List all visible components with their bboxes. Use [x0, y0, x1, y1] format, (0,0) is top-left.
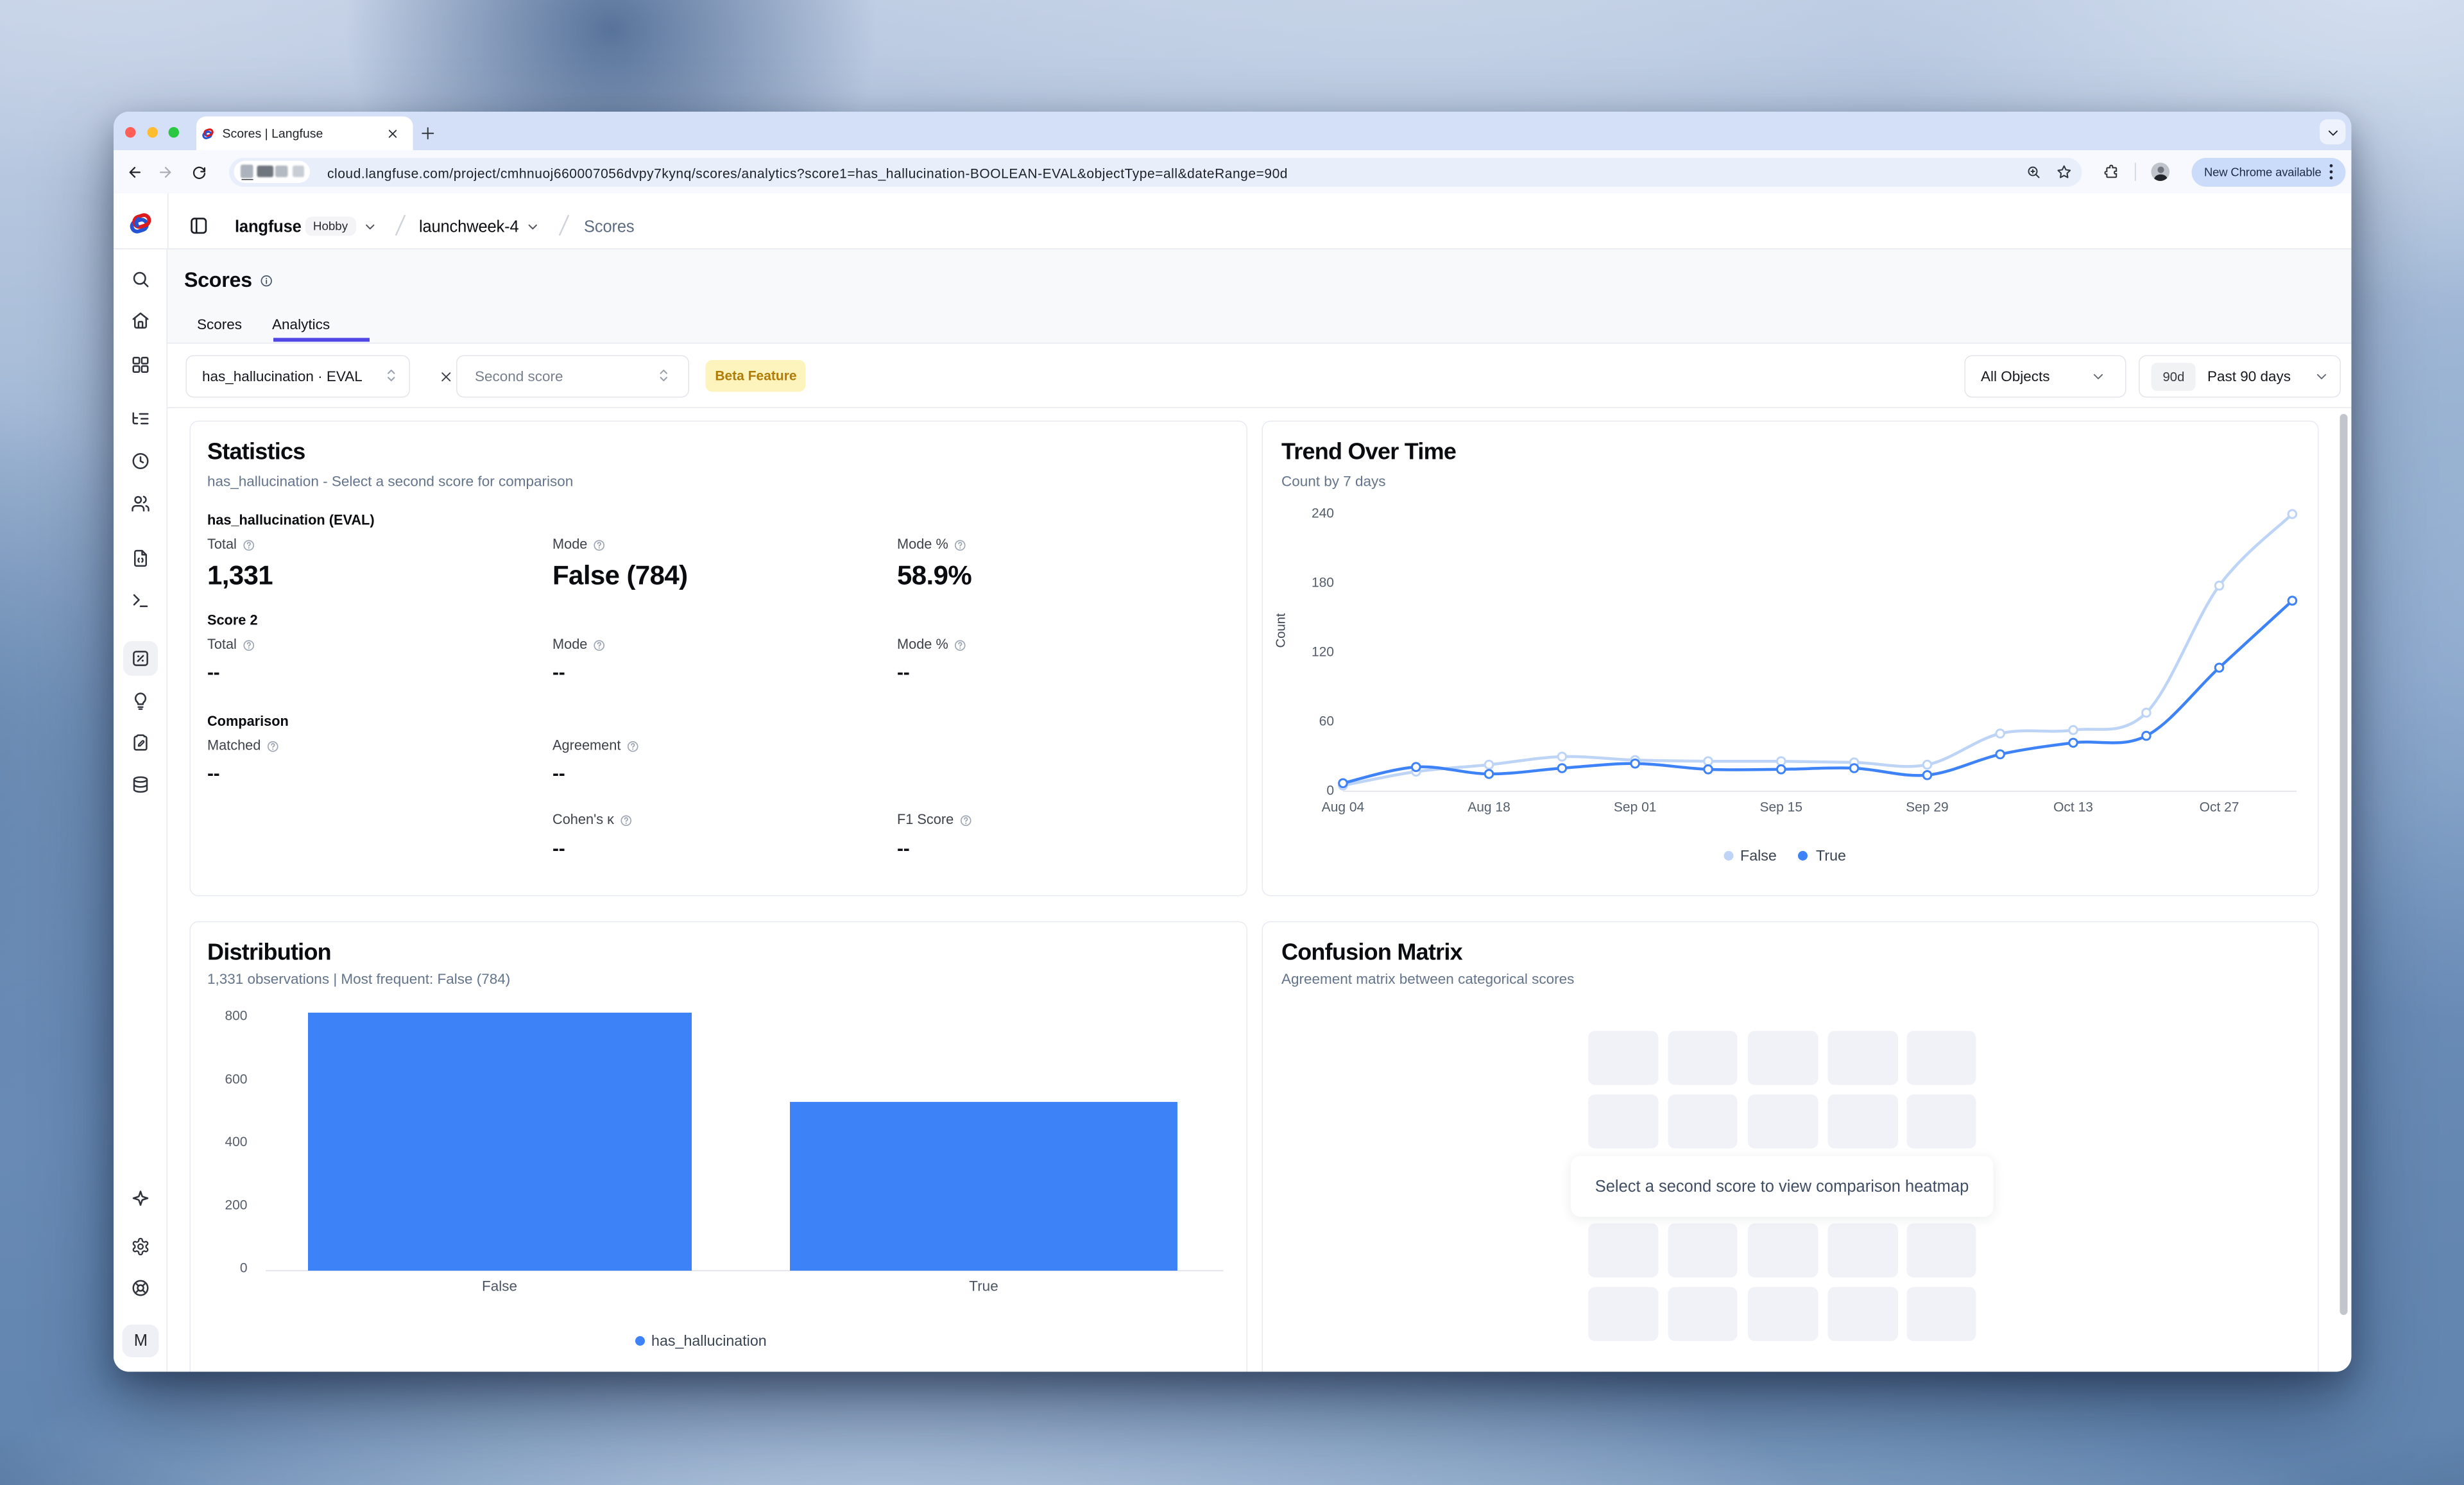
svg-text:Aug 18: Aug 18	[1467, 800, 1510, 815]
svg-text:800: 800	[225, 1009, 247, 1024]
svg-text:200: 200	[225, 1197, 247, 1212]
svg-text:True: True	[969, 1278, 998, 1294]
svg-text:Aug 04: Aug 04	[1322, 800, 1365, 815]
svg-text:180: 180	[1312, 576, 1334, 590]
svg-text:Sep 29: Sep 29	[1906, 800, 1949, 815]
svg-text:120: 120	[1312, 645, 1334, 660]
svg-text:600: 600	[225, 1072, 247, 1087]
svg-text:Oct 13: Oct 13	[2053, 800, 2093, 815]
svg-text:False: False	[482, 1278, 517, 1294]
svg-text:400: 400	[225, 1135, 247, 1149]
svg-text:Count: Count	[1274, 613, 1288, 648]
svg-text:0: 0	[1326, 784, 1334, 798]
svg-text:240: 240	[1312, 506, 1334, 521]
svg-text:0: 0	[240, 1261, 248, 1276]
svg-text:Oct 27: Oct 27	[2200, 800, 2239, 815]
svg-text:60: 60	[1319, 714, 1334, 729]
svg-text:Sep 15: Sep 15	[1759, 800, 1802, 815]
svg-text:Sep 01: Sep 01	[1614, 800, 1657, 815]
